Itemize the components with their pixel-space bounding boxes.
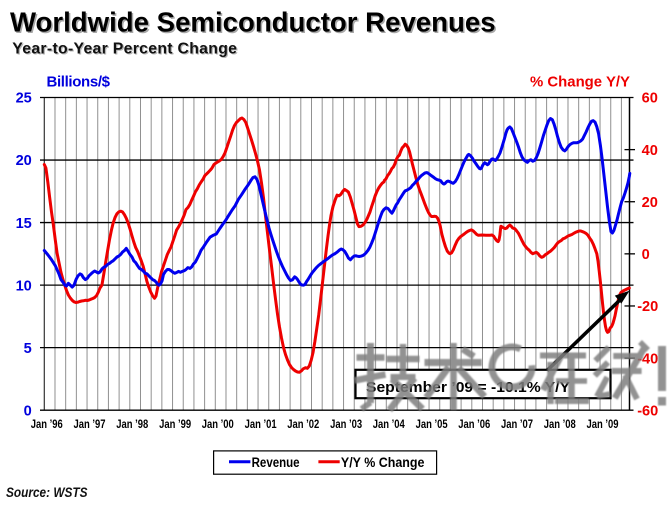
svg-text:Jan ’04: Jan ’04 — [373, 418, 405, 431]
svg-text:Jan ’06: Jan ’06 — [458, 418, 490, 431]
svg-text:Jan ’96: Jan ’96 — [31, 418, 63, 431]
svg-text:Jan ’09: Jan ’09 — [587, 418, 619, 431]
svg-text:Worldwide Semiconductor Revenu: Worldwide Semiconductor Revenues — [12, 8, 498, 39]
svg-text:20: 20 — [16, 153, 32, 169]
svg-text:Jan ’03: Jan ’03 — [330, 418, 362, 431]
svg-text:10: 10 — [16, 278, 32, 294]
svg-text:40: 40 — [642, 143, 658, 159]
svg-text:Jan ’01: Jan ’01 — [245, 418, 277, 431]
svg-text:-60: -60 — [637, 403, 658, 419]
svg-text:Jan ’02: Jan ’02 — [287, 418, 319, 431]
svg-text:0: 0 — [24, 403, 32, 419]
svg-text:Year-to-Year Percent Change: Year-to-Year Percent Change — [14, 42, 239, 59]
svg-text:20: 20 — [642, 195, 658, 211]
svg-text:25: 25 — [16, 91, 32, 107]
svg-text:5: 5 — [24, 341, 32, 357]
svg-text:Jan ’97: Jan ’97 — [74, 418, 106, 431]
svg-text:Source: WSTS: Source: WSTS — [6, 485, 88, 500]
svg-text:15: 15 — [16, 216, 32, 232]
svg-text:% Change Y/Y: % Change Y/Y — [530, 74, 630, 91]
svg-text:Billions/$: Billions/$ — [47, 74, 111, 91]
svg-text:Jan ’07: Jan ’07 — [501, 418, 533, 431]
svg-text:Y/Y % Change: Y/Y % Change — [341, 455, 425, 470]
svg-text:Revenue: Revenue — [252, 455, 300, 470]
svg-text:Worldwide Semiconductor Revenu: Worldwide Semiconductor Revenues — [10, 7, 496, 38]
svg-text:-20: -20 — [637, 299, 658, 315]
svg-text:Jan ’99: Jan ’99 — [159, 418, 191, 431]
svg-text:Jan ’05: Jan ’05 — [416, 418, 448, 431]
svg-text:60: 60 — [642, 91, 658, 107]
svg-text:Year-to-Year Percent Change: Year-to-Year Percent Change — [12, 40, 237, 57]
svg-text:Jan ’98: Jan ’98 — [116, 418, 148, 431]
svg-text:0: 0 — [642, 247, 650, 263]
svg-text:Jan ’08: Jan ’08 — [544, 418, 576, 431]
svg-text:Jan ’00: Jan ’00 — [202, 418, 234, 431]
